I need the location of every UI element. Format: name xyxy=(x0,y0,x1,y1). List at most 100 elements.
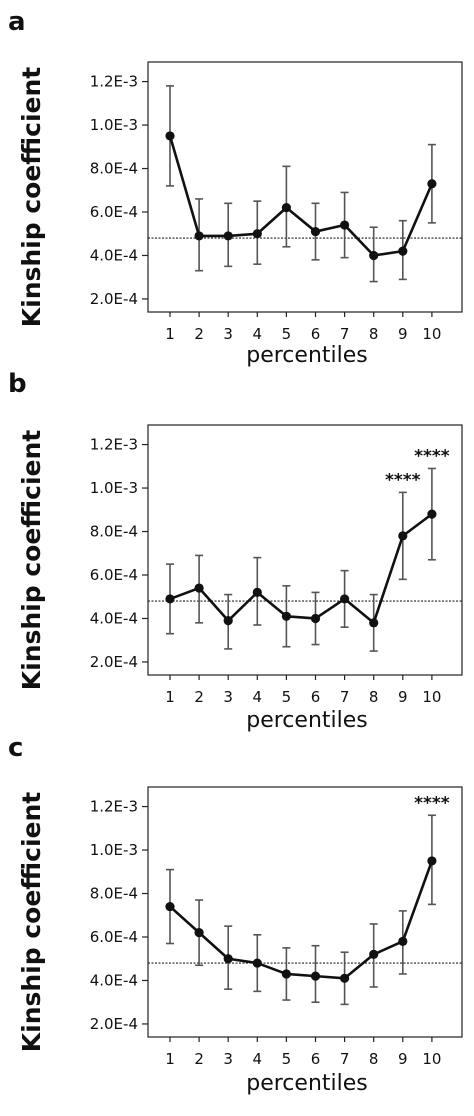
y-axis-label: Kinship coefficient xyxy=(17,67,46,328)
data-point xyxy=(310,613,321,624)
data-point xyxy=(427,856,437,866)
x-tick-label: 2 xyxy=(194,325,204,343)
x-tick-label: 3 xyxy=(223,1050,233,1068)
y-tick-label: 1.0E-3 xyxy=(90,841,138,859)
chart-panel-b: b 2.0E-4 4.0E-4 6.0E-4 8.0E-4 1.0E-3 1.2E-3 1 2 3… xyxy=(8,369,463,733)
y-tick-label: 1.2E-3 xyxy=(90,798,138,816)
x-tick-label: 8 xyxy=(369,1050,379,1068)
data-point xyxy=(281,203,291,213)
data-point xyxy=(281,611,291,621)
y-tick-label: 1.0E-3 xyxy=(90,116,138,134)
panel-letter: a xyxy=(8,7,26,37)
data-point xyxy=(252,587,262,597)
x-tick-label: 10 xyxy=(422,688,441,706)
y-tick-label: 6.0E-4 xyxy=(90,928,138,946)
x-axis-label: percentiles xyxy=(246,1071,367,1096)
y-tick-label: 6.0E-4 xyxy=(90,203,138,221)
y-axis-label: Kinship coefficient xyxy=(17,792,46,1053)
x-tick-label: 4 xyxy=(253,1050,263,1068)
x-tick-label: 8 xyxy=(369,688,379,706)
data-point xyxy=(340,594,350,604)
x-tick-label: 7 xyxy=(340,688,350,706)
y-tick-label: 2.0E-4 xyxy=(90,653,138,671)
x-tick-label: 10 xyxy=(422,325,441,343)
data-point xyxy=(252,229,262,239)
data-point xyxy=(223,616,233,626)
x-axis-label: percentiles xyxy=(246,343,367,368)
data-point xyxy=(369,949,379,959)
x-tick-label: 6 xyxy=(311,688,321,706)
panel-letter: b xyxy=(8,369,27,399)
y-tick-label: 1.2E-3 xyxy=(90,73,138,91)
y-tick-label: 4.0E-4 xyxy=(90,971,138,989)
x-tick-label: 3 xyxy=(223,688,233,706)
x-tick-label: 3 xyxy=(223,325,233,343)
y-tick-label: 1.2E-3 xyxy=(90,436,138,454)
x-tick-label: 1 xyxy=(165,1050,175,1068)
data-point xyxy=(369,618,379,628)
data-point xyxy=(194,928,204,938)
x-tick-label: 9 xyxy=(398,325,408,343)
data-point xyxy=(165,594,175,604)
x-tick-label: 4 xyxy=(253,688,263,706)
x-tick-label: 5 xyxy=(282,325,292,343)
series-line xyxy=(169,513,433,625)
data-point xyxy=(340,973,350,983)
x-tick-label: 7 xyxy=(340,1050,350,1068)
chart-panel-c: c 2.0E-4 4.0E-4 6.0E-4 8.0E-4 1.0E-3 1.2E-3 1 2 3… xyxy=(8,733,463,1096)
data-point xyxy=(427,179,437,189)
data-point xyxy=(281,969,291,979)
x-tick-label: 6 xyxy=(311,325,321,343)
y-tick-label: 8.0E-4 xyxy=(90,160,138,178)
x-tick-label: 1 xyxy=(165,325,175,343)
x-tick-label: 8 xyxy=(369,325,379,343)
data-point xyxy=(398,531,408,541)
data-point xyxy=(427,509,437,519)
data-point xyxy=(194,583,204,593)
x-tick-label: 6 xyxy=(311,1050,321,1068)
x-tick-label: 5 xyxy=(282,688,292,706)
plot-frame xyxy=(147,424,463,676)
y-tick-label: 6.0E-4 xyxy=(90,566,138,584)
data-point xyxy=(340,220,350,230)
data-point xyxy=(165,901,175,912)
x-tick-label: 7 xyxy=(340,325,350,343)
plot-frame xyxy=(147,786,463,1038)
y-tick-label: 2.0E-4 xyxy=(90,290,138,308)
significance-marker: **** xyxy=(385,470,421,490)
x-tick-label: 5 xyxy=(282,1050,292,1068)
x-tick-label: 2 xyxy=(194,1050,204,1068)
data-point xyxy=(165,131,175,141)
y-tick-label: 8.0E-4 xyxy=(90,523,138,541)
y-tick-label: 4.0E-4 xyxy=(90,609,138,627)
y-tick-label: 8.0E-4 xyxy=(90,885,138,903)
x-tick-label: 2 xyxy=(194,688,204,706)
y-tick-label: 2.0E-4 xyxy=(90,1015,138,1033)
chart-panel-a: a 2.0E-4 4.0E-4 6.0E-4 8.0E-4 1.0E-3 1.2E-3 1 2 3… xyxy=(8,7,463,368)
y-tick-label: 4.0E-4 xyxy=(90,246,138,264)
y-axis-label: Kinship coefficient xyxy=(17,430,46,691)
series-line xyxy=(168,135,434,257)
x-tick-label: 1 xyxy=(165,688,175,706)
x-tick-label: 10 xyxy=(422,1050,441,1068)
data-point xyxy=(194,231,204,241)
x-tick-label: 4 xyxy=(253,325,263,343)
data-point xyxy=(369,250,379,261)
plot-frame xyxy=(147,61,463,313)
x-axis-label: percentiles xyxy=(246,708,367,733)
panel-letter: c xyxy=(8,733,23,763)
series-line xyxy=(169,860,434,980)
data-point xyxy=(310,226,321,237)
significance-marker: **** xyxy=(414,793,450,813)
data-point xyxy=(310,971,321,981)
y-tick-label: 1.0E-3 xyxy=(90,479,138,497)
x-tick-label: 9 xyxy=(398,688,408,706)
data-point xyxy=(252,958,262,968)
significance-marker: **** xyxy=(414,446,450,466)
data-point xyxy=(398,246,408,256)
x-tick-label: 9 xyxy=(398,1050,408,1068)
data-point xyxy=(398,936,408,946)
data-point xyxy=(223,954,233,964)
data-point xyxy=(223,231,233,241)
